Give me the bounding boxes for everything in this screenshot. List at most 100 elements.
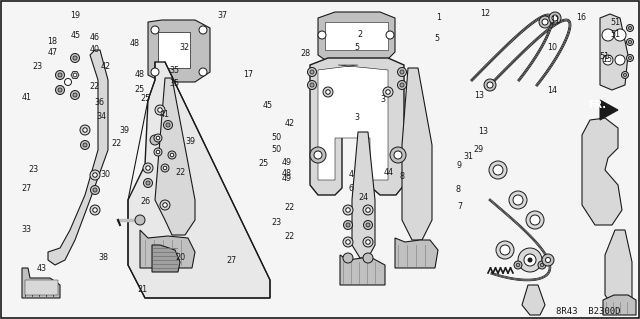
Polygon shape [340, 255, 385, 285]
Circle shape [365, 240, 371, 244]
Circle shape [614, 29, 626, 41]
Circle shape [383, 87, 393, 97]
Text: 11: 11 [550, 16, 561, 25]
Circle shape [539, 16, 551, 28]
Text: 25: 25 [141, 94, 151, 103]
Circle shape [365, 208, 371, 212]
Circle shape [83, 143, 87, 147]
Text: 22: 22 [90, 82, 100, 91]
Circle shape [621, 71, 628, 78]
Circle shape [310, 70, 314, 74]
Circle shape [58, 73, 62, 77]
Circle shape [323, 87, 333, 97]
Circle shape [83, 128, 87, 132]
Text: 51: 51 [611, 30, 621, 39]
Circle shape [146, 166, 150, 170]
Text: 8: 8 [455, 185, 460, 194]
Circle shape [513, 195, 523, 205]
Text: 5: 5 [355, 43, 360, 52]
Polygon shape [600, 100, 618, 120]
Circle shape [143, 179, 152, 188]
Circle shape [386, 90, 390, 94]
Text: 3: 3 [380, 95, 385, 104]
Circle shape [343, 253, 353, 263]
Circle shape [346, 240, 350, 244]
Circle shape [397, 68, 406, 77]
Circle shape [603, 55, 613, 65]
Circle shape [366, 223, 370, 227]
Text: 3: 3 [355, 113, 360, 122]
Circle shape [542, 254, 554, 266]
Circle shape [199, 26, 207, 34]
Circle shape [542, 19, 548, 25]
Text: 41: 41 [22, 93, 32, 102]
Circle shape [397, 80, 406, 90]
Circle shape [157, 108, 163, 112]
Circle shape [161, 164, 169, 172]
Text: 24: 24 [358, 193, 369, 202]
Polygon shape [71, 71, 79, 78]
Circle shape [154, 148, 162, 156]
Text: 4: 4 [348, 170, 353, 179]
Text: 18: 18 [47, 37, 58, 46]
Circle shape [390, 147, 406, 163]
Text: 37: 37 [218, 11, 228, 20]
Text: 14: 14 [547, 86, 557, 95]
Text: 47: 47 [47, 48, 58, 57]
Text: 5: 5 [434, 34, 439, 43]
Circle shape [552, 15, 558, 21]
Text: 34: 34 [96, 112, 106, 121]
Text: 32: 32 [179, 43, 189, 52]
Text: 22: 22 [284, 232, 294, 241]
Circle shape [545, 257, 550, 263]
Circle shape [58, 88, 62, 92]
Circle shape [343, 237, 353, 247]
Text: 16: 16 [576, 13, 586, 22]
Polygon shape [318, 65, 388, 180]
Circle shape [627, 39, 634, 46]
Polygon shape [310, 58, 404, 195]
Text: 2: 2 [357, 30, 362, 39]
Circle shape [150, 135, 160, 145]
Circle shape [487, 82, 493, 88]
Polygon shape [22, 268, 60, 298]
Circle shape [623, 73, 627, 77]
Polygon shape [152, 245, 180, 272]
Circle shape [484, 79, 496, 91]
Text: 38: 38 [99, 253, 109, 262]
Text: 40: 40 [90, 45, 100, 54]
Circle shape [530, 215, 540, 225]
Circle shape [70, 54, 79, 63]
Circle shape [166, 123, 170, 127]
Circle shape [628, 56, 632, 60]
Text: 10: 10 [547, 43, 557, 52]
Circle shape [151, 68, 159, 76]
Polygon shape [155, 78, 195, 235]
Text: 43: 43 [36, 264, 47, 273]
Circle shape [93, 173, 97, 177]
Text: 6: 6 [348, 184, 353, 193]
Text: 42: 42 [284, 119, 294, 128]
Text: 8: 8 [399, 172, 404, 181]
Text: 39: 39 [186, 137, 196, 146]
Text: 45: 45 [70, 31, 81, 40]
Circle shape [155, 105, 165, 115]
Text: 51: 51 [600, 52, 610, 61]
Text: 9: 9 [457, 161, 462, 170]
Text: 50: 50 [271, 145, 282, 154]
Circle shape [400, 70, 404, 74]
Text: 39: 39 [120, 126, 130, 135]
Circle shape [500, 245, 510, 255]
Polygon shape [522, 285, 545, 315]
Text: 49: 49 [282, 158, 292, 167]
Text: 41: 41 [160, 110, 170, 119]
Text: 46: 46 [90, 33, 100, 42]
Circle shape [70, 91, 79, 100]
Circle shape [135, 215, 145, 225]
Text: 35: 35 [169, 66, 179, 75]
Circle shape [307, 68, 317, 77]
Text: 15: 15 [602, 56, 612, 64]
Circle shape [160, 200, 170, 210]
Circle shape [318, 31, 326, 39]
Text: 42: 42 [100, 63, 111, 71]
